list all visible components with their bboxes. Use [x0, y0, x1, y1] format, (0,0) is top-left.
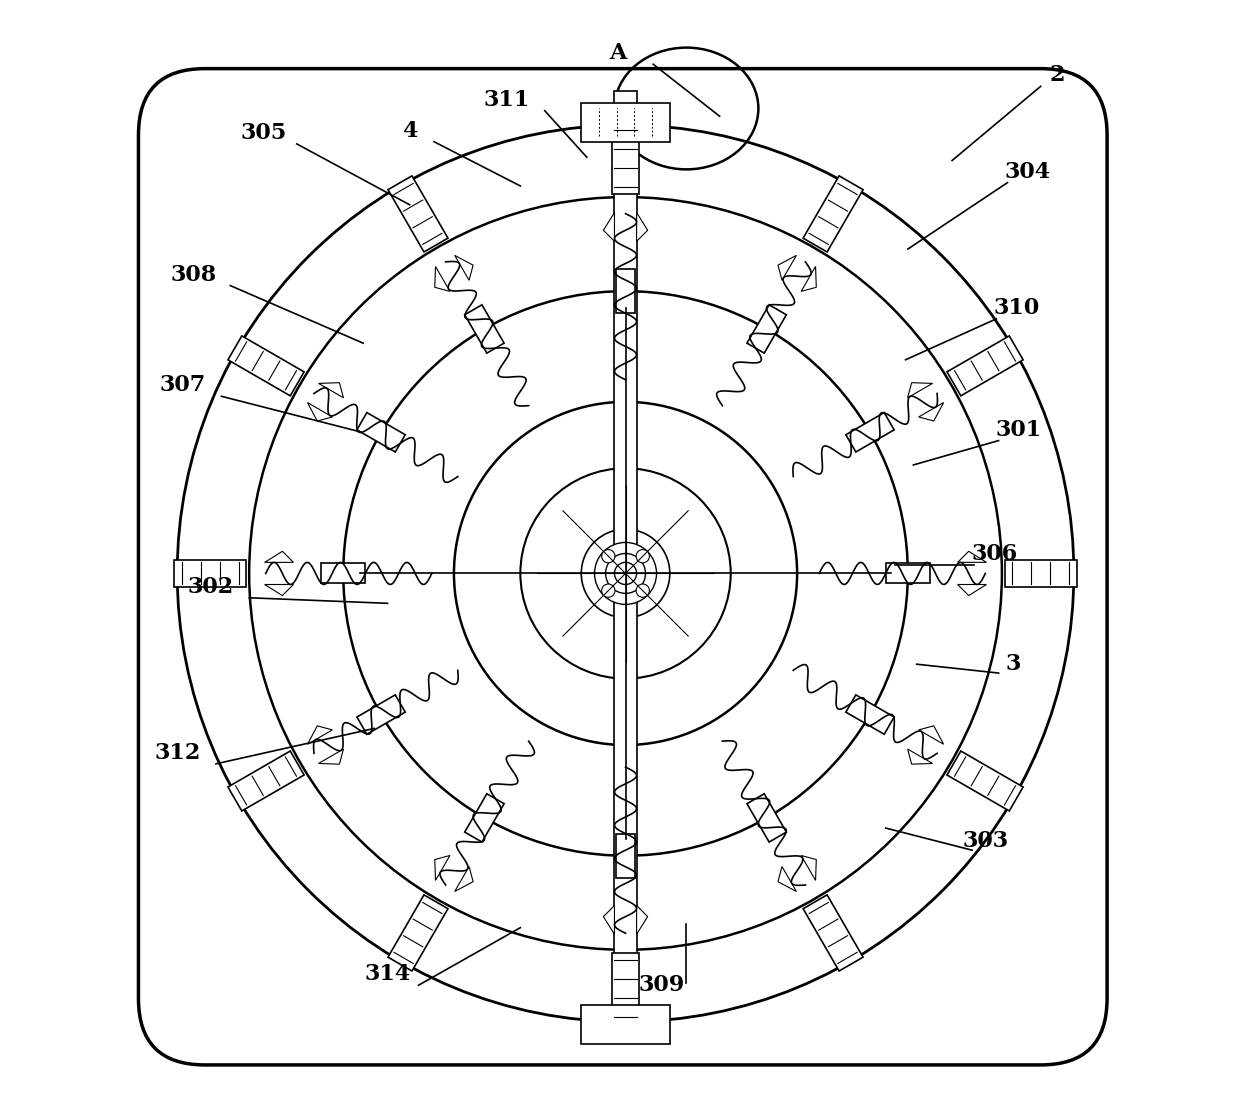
Polygon shape	[388, 894, 448, 971]
Polygon shape	[908, 383, 932, 397]
Text: 307: 307	[160, 374, 206, 396]
Polygon shape	[604, 906, 615, 934]
Polygon shape	[611, 123, 640, 195]
Polygon shape	[947, 751, 1023, 811]
Polygon shape	[321, 563, 366, 583]
Polygon shape	[636, 906, 647, 934]
Text: 302: 302	[187, 576, 233, 598]
Polygon shape	[455, 256, 474, 280]
Circle shape	[636, 584, 650, 598]
Polygon shape	[908, 749, 932, 764]
Polygon shape	[957, 584, 986, 596]
Polygon shape	[746, 304, 786, 353]
Polygon shape	[175, 560, 247, 588]
Polygon shape	[582, 103, 670, 142]
Polygon shape	[264, 551, 294, 562]
FancyBboxPatch shape	[139, 69, 1107, 1065]
Circle shape	[601, 549, 615, 562]
Polygon shape	[465, 794, 505, 842]
Polygon shape	[615, 834, 635, 878]
Polygon shape	[455, 867, 474, 891]
Circle shape	[601, 584, 615, 598]
Polygon shape	[228, 335, 304, 396]
Text: 3: 3	[1006, 653, 1021, 675]
Polygon shape	[801, 267, 816, 291]
Text: 312: 312	[154, 742, 201, 764]
Polygon shape	[388, 176, 448, 252]
Circle shape	[605, 554, 646, 593]
Polygon shape	[804, 894, 863, 971]
Polygon shape	[435, 856, 450, 880]
Polygon shape	[846, 695, 894, 734]
Polygon shape	[264, 584, 294, 596]
Polygon shape	[885, 563, 930, 583]
Text: 304: 304	[1004, 161, 1050, 183]
Polygon shape	[308, 403, 332, 421]
Text: 311: 311	[484, 89, 531, 111]
Polygon shape	[319, 383, 343, 397]
Text: 314: 314	[365, 963, 410, 985]
Polygon shape	[1004, 560, 1076, 587]
Text: 2: 2	[1049, 64, 1065, 86]
Polygon shape	[582, 1005, 670, 1044]
Polygon shape	[801, 856, 816, 880]
Circle shape	[615, 562, 636, 584]
Circle shape	[636, 549, 650, 562]
Polygon shape	[465, 304, 505, 353]
Polygon shape	[777, 256, 796, 280]
Polygon shape	[947, 335, 1023, 396]
Text: 303: 303	[962, 830, 1008, 852]
Text: 4: 4	[402, 120, 418, 142]
Circle shape	[594, 542, 656, 604]
Text: 308: 308	[171, 263, 217, 286]
Polygon shape	[308, 726, 332, 744]
Polygon shape	[919, 726, 944, 744]
Polygon shape	[611, 952, 640, 1025]
Polygon shape	[636, 213, 647, 241]
Polygon shape	[746, 794, 786, 842]
Text: 309: 309	[639, 974, 686, 996]
Polygon shape	[615, 269, 635, 313]
Polygon shape	[846, 413, 894, 452]
Text: 306: 306	[971, 542, 1017, 565]
Polygon shape	[228, 751, 304, 811]
Text: 305: 305	[241, 122, 286, 144]
Polygon shape	[957, 551, 986, 562]
Polygon shape	[435, 267, 450, 291]
Polygon shape	[357, 413, 405, 452]
Text: 301: 301	[996, 418, 1042, 441]
Polygon shape	[919, 403, 944, 421]
Polygon shape	[615, 91, 636, 1035]
Polygon shape	[804, 176, 863, 252]
Text: A: A	[609, 42, 626, 64]
Polygon shape	[604, 213, 615, 241]
Polygon shape	[777, 867, 796, 891]
Polygon shape	[319, 749, 343, 764]
Polygon shape	[357, 695, 405, 734]
Text: 310: 310	[993, 297, 1039, 319]
